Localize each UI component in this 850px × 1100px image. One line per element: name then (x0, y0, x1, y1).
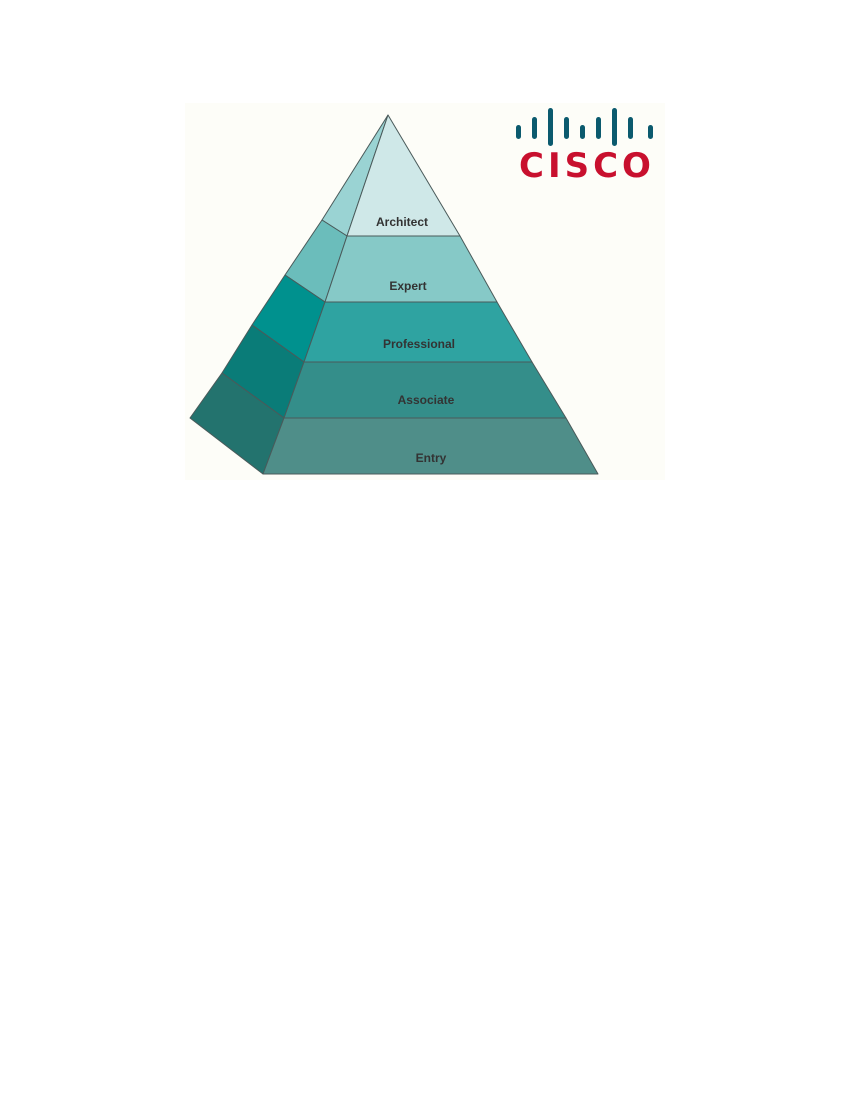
cisco-bars-icon (516, 108, 653, 146)
tier-label-entry: Entry (416, 451, 447, 465)
tier-associate-front (283, 361, 567, 419)
tier-professional-front (303, 301, 533, 363)
tier-label-professional: Professional (383, 337, 455, 351)
tier-entry-front (262, 417, 599, 475)
tier-label-architect: Architect (376, 215, 428, 229)
cisco-logo: CISCO (512, 105, 662, 187)
tier-label-expert: Expert (389, 279, 426, 293)
tier-label-associate: Associate (398, 393, 455, 407)
cisco-wordmark: CISCO (519, 146, 655, 186)
